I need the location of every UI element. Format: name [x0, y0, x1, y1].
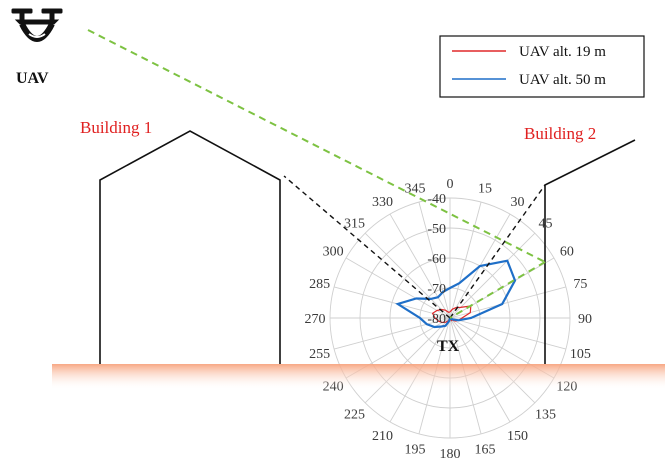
polar-spoke: [345, 257, 451, 319]
building-1-edge-ray: [283, 175, 451, 319]
legend-label-19m: UAV alt. 19 m: [519, 44, 606, 60]
angle-tick-label: 285: [309, 277, 330, 292]
building-2-label: Building 2: [524, 124, 596, 143]
polar-spoke: [364, 317, 451, 404]
radial-tick-label: -60: [427, 252, 446, 267]
radial-tick-label: -50: [427, 222, 446, 237]
tx-label: TX: [437, 338, 460, 355]
polar-tick-labels: 0153045607590105120135150165180195210225…: [305, 177, 593, 459]
angle-tick-label: 315: [344, 217, 365, 232]
polar-spoke: [418, 201, 451, 319]
legend-label-50m: UAV alt. 50 m: [519, 72, 606, 88]
series-line-50m: [395, 259, 517, 329]
angle-tick-label: 345: [405, 182, 426, 197]
angle-tick-label: 105: [570, 347, 591, 362]
angle-tick-label: 330: [372, 195, 393, 210]
radial-tick-label: -40: [427, 192, 446, 207]
polar-spoke: [449, 317, 567, 350]
angle-tick-label: 90: [578, 312, 592, 327]
angle-tick-label: 270: [305, 312, 326, 327]
angle-tick-label: 210: [372, 429, 393, 444]
angle-tick-label: 15: [478, 182, 492, 197]
polar-spoke: [449, 232, 536, 319]
angle-tick-label: 300: [323, 245, 344, 260]
reflected-path-to-tx: [449, 261, 546, 319]
polar-grid: [329, 197, 571, 439]
building-1-outline: [99, 130, 281, 364]
building-1-label: Building 1: [80, 118, 152, 137]
polar-spoke: [389, 213, 451, 319]
polar-spoke: [333, 286, 451, 319]
uav-label: UAV: [16, 70, 49, 87]
radial-tick-label: -70: [427, 282, 446, 297]
legend-box: [439, 35, 645, 98]
legend: UAV alt. 19 m UAV alt. 50 m: [439, 35, 645, 98]
angle-tick-label: 150: [507, 429, 528, 444]
angle-tick-label: 75: [573, 277, 587, 292]
uav-to-building-2-path: [87, 29, 546, 263]
radial-tick-label: -80: [427, 312, 446, 327]
building-2-outline: [544, 139, 636, 364]
angle-tick-label: 180: [440, 447, 461, 459]
angle-tick-label: 255: [309, 347, 330, 362]
angle-tick-label: 165: [474, 442, 495, 457]
polar-spoke: [333, 317, 451, 350]
drone-icon: [11, 8, 63, 47]
angle-tick-label: 135: [535, 407, 556, 422]
polar-spoke: [449, 317, 536, 404]
angle-tick-label: 195: [405, 442, 426, 457]
polar-spoke: [449, 201, 482, 319]
angle-tick-label: 30: [511, 195, 525, 210]
ground-strip: [52, 364, 665, 390]
angle-tick-label: 225: [344, 407, 365, 422]
polar-spoke: [364, 232, 451, 319]
angle-tick-label: 0: [447, 177, 454, 192]
angle-tick-label: 60: [560, 245, 574, 260]
building-2-edge-ray: [449, 184, 546, 319]
